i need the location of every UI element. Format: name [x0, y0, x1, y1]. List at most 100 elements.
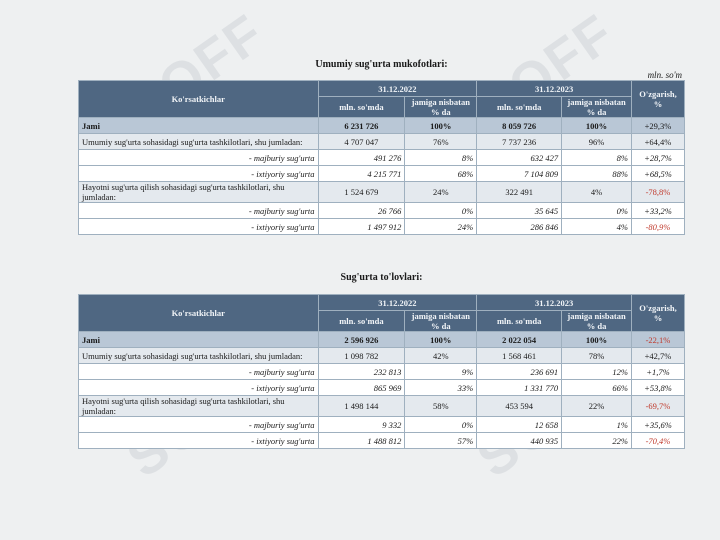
table-row: Umumiy sug'urta sohasidagi sug'urta tash… — [78, 347, 686, 364]
change-value: +1,7% — [630, 363, 686, 380]
share-2023: 22% — [561, 395, 632, 417]
change-value: -69,7% — [630, 395, 686, 417]
share-2023: 8% — [561, 149, 632, 166]
header-amount: mln. so'mda — [317, 310, 406, 332]
change-value: +33,2% — [630, 202, 686, 219]
value-2023: 440 935 — [476, 432, 563, 449]
share-2023: 4% — [561, 218, 632, 235]
row-label: - majburiy sug'urta — [78, 202, 319, 219]
value-2022: 6 231 726 — [317, 117, 406, 134]
value-2022: 865 969 — [317, 379, 406, 396]
row-label: Umumiy sug'urta sohasidagi sug'urta tash… — [78, 347, 319, 364]
row-label: Umumiy sug'urta sohasidagi sug'urta tash… — [78, 133, 319, 150]
share-2022: 100% — [404, 117, 478, 134]
change-value: -70,4% — [630, 432, 686, 449]
change-value: +35,6% — [630, 416, 686, 433]
value-2023: 7 737 236 — [476, 133, 563, 150]
share-2023: 22% — [561, 432, 632, 449]
row-label: Jami — [78, 117, 319, 134]
table-row: - ixtiyoriy sug'urta 865 969 33% 1 331 770 6… — [78, 379, 686, 396]
change-value: +28,7% — [630, 149, 686, 166]
share-2022: 76% — [404, 133, 478, 150]
value-2022: 9 332 — [317, 416, 406, 433]
header-share: jamiga nisbatan % da — [561, 310, 632, 332]
share-2023: 88% — [561, 165, 632, 182]
table-row: - majburiy sug'urta 26 766 0% 35 645 0% +33,2… — [78, 202, 686, 219]
table-row: - majburiy sug'urta 232 813 9% 236 691 12% +1… — [78, 363, 686, 380]
value-2022: 1 498 144 — [317, 395, 406, 417]
value-2023: 1 568 461 — [476, 347, 563, 364]
value-2022: 26 766 — [317, 202, 406, 219]
table-row: - ixtiyoriy sug'urta 4 215 771 68% 7 104 80… — [78, 165, 686, 182]
row-label: - ixtiyoriy sug'urta — [78, 379, 319, 396]
value-2022: 4 215 771 — [317, 165, 406, 182]
header-period-2022: 31.12.2022 — [317, 80, 478, 97]
payments-table: Ko'rsatkichlar 31.12.2022 31.12.2023 O'z… — [78, 294, 686, 449]
share-2022: 24% — [404, 218, 478, 235]
table-row: Hayotni sug'urta qilish sohasidagi sug'u… — [78, 395, 686, 417]
change-value: +53,8% — [630, 379, 686, 396]
row-label: - majburiy sug'urta — [78, 363, 319, 380]
value-2022: 1 488 812 — [317, 432, 406, 449]
table-row: - majburiy sug'urta 491 276 8% 632 427 8% +28… — [78, 149, 686, 166]
share-2023: 78% — [561, 347, 632, 364]
share-2022: 42% — [404, 347, 478, 364]
table-row: Umumiy sug'urta sohasidagi sug'urta tash… — [78, 133, 686, 150]
header-change: O'zgarish, % — [630, 80, 686, 118]
value-2023: 322 491 — [476, 181, 563, 203]
header-amount: mln. so'mda — [317, 96, 406, 118]
change-value: +68,5% — [630, 165, 686, 182]
header-period-2023: 31.12.2023 — [476, 294, 632, 311]
header-share: jamiga nisbatan % da — [404, 310, 478, 332]
row-label: Hayotni sug'urta qilish sohasidagi sug'u… — [78, 395, 319, 417]
share-2023: 96% — [561, 133, 632, 150]
share-2023: 100% — [561, 117, 632, 134]
share-2022: 68% — [404, 165, 478, 182]
value-2023: 1 331 770 — [476, 379, 563, 396]
row-label: - ixtiyoriy sug'urta — [78, 165, 319, 182]
change-value: -22,1% — [630, 331, 686, 348]
share-2022: 0% — [404, 202, 478, 219]
value-2023: 453 594 — [476, 395, 563, 417]
value-2022: 1 098 782 — [317, 347, 406, 364]
share-2023: 100% — [561, 331, 632, 348]
row-label: - ixtiyoriy sug'urta — [78, 432, 319, 449]
header-share: jamiga nisbatan % da — [561, 96, 632, 118]
row-label: - majburiy sug'urta — [78, 149, 319, 166]
value-2022: 1 524 679 — [317, 181, 406, 203]
table-row: Hayotni sug'urta qilish sohasidagi sug'u… — [78, 181, 686, 203]
value-2022: 2 596 926 — [317, 331, 406, 348]
premiums-table: Ko'rsatkichlar 31.12.2022 31.12.2023 O'z… — [78, 80, 686, 235]
change-value: +64,4% — [630, 133, 686, 150]
share-2023: 12% — [561, 363, 632, 380]
value-2023: 35 645 — [476, 202, 563, 219]
share-2022: 57% — [404, 432, 478, 449]
table-row: - ixtiyoriy sug'urta 1 488 812 57% 440 935 2… — [78, 432, 686, 449]
table-row: Jami 2 596 926 100% 2 022 054 100% -22,1% — [78, 331, 686, 348]
header-share: jamiga nisbatan % da — [404, 96, 478, 118]
change-value: +29,3% — [630, 117, 686, 134]
table-title-payments: Sug'urta to'lovlari: — [340, 272, 423, 283]
value-2023: 286 846 — [476, 218, 563, 235]
value-2023: 8 059 726 — [476, 117, 563, 134]
share-2022: 8% — [404, 149, 478, 166]
share-2023: 1% — [561, 416, 632, 433]
header-amount: mln. so'mda — [476, 310, 563, 332]
row-label: Jami — [78, 331, 319, 348]
unit-note: mln. so'm — [647, 70, 682, 80]
row-label: - majburiy sug'urta — [78, 416, 319, 433]
change-value: -78,8% — [630, 181, 686, 203]
table-row: Jami 6 231 726 100% 8 059 726 100% +29,3% — [78, 117, 686, 134]
value-2023: 236 691 — [476, 363, 563, 380]
share-2022: 33% — [404, 379, 478, 396]
header-indicator: Ko'rsatkichlar — [78, 80, 319, 118]
share-2022: 24% — [404, 181, 478, 203]
table-row: - majburiy sug'urta 9 332 0% 12 658 1% +35,6% — [78, 416, 686, 433]
change-value: -80,9% — [630, 218, 686, 235]
change-value: +42,7% — [630, 347, 686, 364]
share-2022: 58% — [404, 395, 478, 417]
value-2023: 2 022 054 — [476, 331, 563, 348]
value-2023: 7 104 809 — [476, 165, 563, 182]
row-label: Hayotni sug'urta qilish sohasidagi sug'u… — [78, 181, 319, 203]
header-period-2022: 31.12.2022 — [317, 294, 478, 311]
